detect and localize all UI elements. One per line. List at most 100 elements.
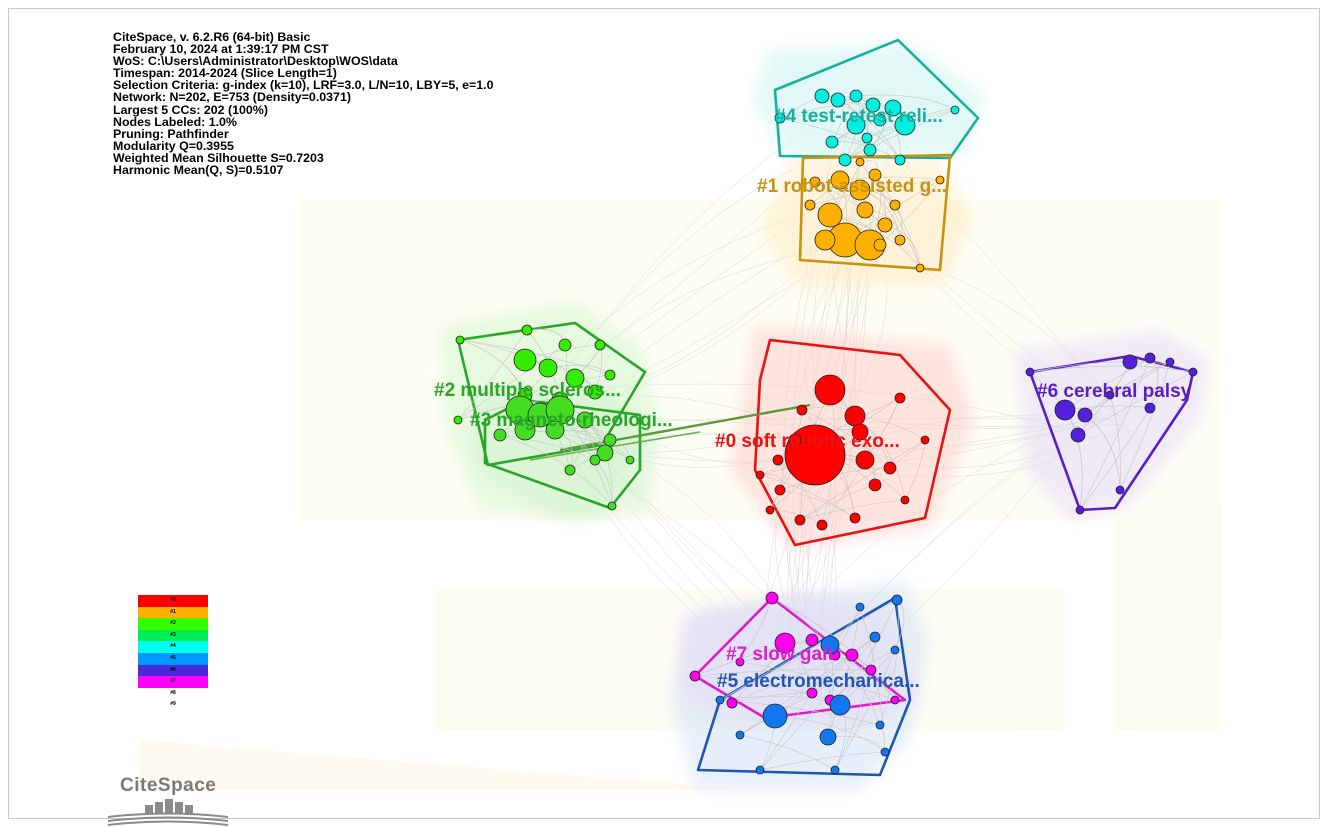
summary-line: Network: N=202, E=753 (Density=0.0371) bbox=[113, 90, 351, 105]
cluster-labels: #0 soft robotic exo... #1 robot-assisted … bbox=[434, 106, 1192, 692]
cluster-edge bbox=[1084, 414, 1121, 491]
network-node bbox=[814, 374, 846, 406]
network-node bbox=[765, 591, 779, 605]
network-node bbox=[774, 484, 786, 496]
network-node bbox=[809, 176, 821, 188]
network-node bbox=[915, 263, 925, 273]
network-node bbox=[1070, 427, 1086, 443]
network-node bbox=[855, 450, 875, 470]
network-node bbox=[1122, 354, 1138, 370]
cluster-edge bbox=[739, 661, 896, 701]
network-node bbox=[1188, 367, 1198, 377]
network-node bbox=[935, 175, 945, 185]
network-node bbox=[920, 435, 930, 445]
network-node bbox=[558, 338, 572, 352]
network-node bbox=[1075, 505, 1085, 515]
cluster-label: #5 electromechanica... bbox=[717, 671, 920, 692]
network-node bbox=[1165, 357, 1175, 367]
network-node bbox=[868, 478, 882, 492]
network-node bbox=[865, 664, 877, 676]
cluster-label: #2 multiple scleros... bbox=[434, 380, 621, 401]
cluster-edge bbox=[866, 109, 956, 139]
network-node bbox=[589, 454, 601, 466]
cluster-edge bbox=[731, 692, 813, 704]
network-node bbox=[604, 369, 616, 381]
network-node bbox=[796, 404, 808, 416]
cluster-edge bbox=[879, 179, 941, 246]
network-node bbox=[1077, 407, 1093, 423]
summary-line: WoS: C:\Users\Administrator\Desktop\WOS\… bbox=[113, 54, 398, 69]
legend-item: #8 bbox=[138, 687, 208, 700]
network-node bbox=[596, 444, 614, 462]
network-node bbox=[849, 179, 871, 201]
cluster-edge bbox=[499, 434, 613, 507]
logo-graphic bbox=[108, 799, 229, 826]
network-node bbox=[894, 234, 906, 246]
legend-item: #0 bbox=[138, 595, 208, 607]
network-node bbox=[1054, 399, 1076, 421]
network-node bbox=[774, 632, 796, 654]
legend-item: #9 bbox=[138, 699, 208, 711]
citespace-logo: CiteSpace bbox=[108, 775, 238, 827]
summary-line: Weighted Mean Silhouette S=0.7203 bbox=[113, 150, 324, 165]
network-node bbox=[715, 695, 725, 705]
network-node bbox=[545, 420, 565, 440]
summary-line: Harmonic Mean(Q, S)=0.5107 bbox=[113, 163, 284, 178]
network-node bbox=[890, 645, 900, 655]
cluster-edge bbox=[854, 415, 906, 501]
network-node bbox=[844, 405, 866, 427]
network-node bbox=[900, 495, 910, 505]
cluster-edge bbox=[1079, 407, 1151, 511]
cluster-hull bbox=[773, 38, 980, 160]
cluster-edge bbox=[554, 429, 631, 461]
network-node bbox=[755, 470, 765, 480]
summary-line: CiteSpace, v. 6.2.R6 (64-bit) Basic bbox=[113, 30, 311, 44]
network-node bbox=[514, 419, 536, 441]
cluster-edge bbox=[834, 649, 896, 771]
cluster-edge bbox=[739, 649, 896, 736]
legend-item: #6 bbox=[138, 664, 208, 677]
network-node bbox=[594, 339, 606, 351]
cluster-color-legend: #0 #1 #2 #3 #4 #5 #6 #7 #8 #9 bbox=[138, 595, 208, 711]
cluster-edge bbox=[739, 734, 836, 771]
network-node bbox=[493, 428, 507, 442]
network-node bbox=[880, 747, 890, 757]
summary-line: Selection Criteria: g-index (k=10), LRF=… bbox=[113, 78, 494, 93]
network-node bbox=[1105, 390, 1115, 400]
cluster-edge bbox=[855, 94, 956, 111]
legend-item: #1 bbox=[138, 606, 208, 619]
network-node bbox=[513, 348, 537, 372]
cluster-edge bbox=[524, 429, 631, 461]
cluster-edge bbox=[879, 599, 900, 726]
cluster-edge bbox=[839, 176, 941, 181]
cluster-edge bbox=[859, 606, 886, 753]
network-node bbox=[816, 519, 828, 531]
cluster-label: #1 robot-assisted g... bbox=[757, 176, 947, 197]
summary-line: Pruning: Pathfinder bbox=[113, 126, 229, 141]
network-node bbox=[820, 635, 840, 655]
cluster-edge bbox=[457, 329, 528, 421]
network-node bbox=[735, 657, 745, 667]
network-node bbox=[576, 411, 594, 429]
network-node bbox=[873, 113, 887, 127]
network-node bbox=[889, 199, 901, 211]
summary-line: Timespan: 2014-2024 (Slice Length=1) bbox=[113, 66, 337, 81]
network-node bbox=[950, 105, 960, 115]
network-node bbox=[856, 201, 874, 219]
cluster-edge bbox=[1109, 394, 1121, 491]
cluster-edge bbox=[719, 699, 881, 726]
cluster-edge bbox=[1077, 371, 1194, 436]
network-node bbox=[849, 512, 861, 524]
legend-item: #4 bbox=[138, 641, 208, 653]
network-node bbox=[825, 135, 839, 149]
cluster-edge bbox=[1029, 365, 1194, 373]
network-node bbox=[814, 88, 830, 104]
network-node bbox=[873, 238, 887, 252]
network-node bbox=[849, 89, 863, 103]
network-node bbox=[846, 115, 866, 135]
cluster-edge bbox=[809, 179, 941, 206]
legend-item: #7 bbox=[138, 676, 208, 688]
network-node bbox=[1144, 402, 1156, 414]
cluster-edge bbox=[774, 715, 886, 753]
network-node bbox=[726, 697, 738, 709]
